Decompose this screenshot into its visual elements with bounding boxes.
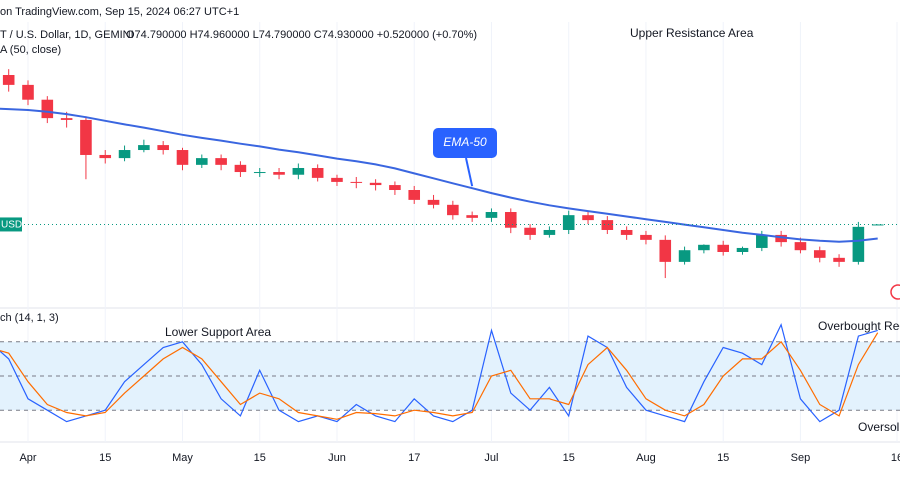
candle-body — [427, 199, 440, 205]
candle-body — [408, 190, 421, 200]
stoch-legend: ch (14, 1, 3) — [0, 312, 59, 324]
candle-body — [852, 226, 865, 262]
x-tick-label: Jul — [484, 452, 498, 464]
ohlc: O74.790000 H74.960000 L74.790000 C74.930… — [126, 29, 477, 41]
candle-body — [620, 229, 633, 235]
candle-body — [138, 145, 150, 151]
x-tick-label: 15 — [99, 452, 111, 464]
candle-body — [60, 118, 73, 120]
candle-body — [253, 172, 266, 174]
candle-body — [504, 212, 517, 228]
candle-body — [157, 145, 169, 151]
candle-body — [41, 99, 54, 119]
x-tick-label: 15 — [717, 452, 729, 464]
support-annotation: Lower Support Area — [165, 325, 271, 339]
candle-body — [292, 167, 305, 175]
line-series — [0, 107, 878, 243]
ema-legend: A (50, close) — [0, 44, 61, 56]
candle-body — [447, 204, 459, 216]
x-tick-label: Sep — [791, 452, 811, 464]
candle-body — [659, 239, 672, 262]
candle-body — [2, 75, 15, 85]
labels: on TradingView.com, Sep 15, 2024 06:27 U… — [0, 6, 900, 464]
candle-body — [813, 250, 826, 258]
overbought-annotation: Overbought Reg — [818, 319, 900, 333]
candle-body — [794, 242, 807, 251]
candle-body — [871, 224, 884, 226]
candle-body — [485, 212, 498, 218]
price-label-box — [0, 217, 22, 232]
candle-body — [215, 158, 227, 165]
callout-text: EMA-50 — [443, 135, 487, 149]
candle-body — [775, 234, 787, 243]
candle-body — [80, 119, 92, 155]
candle-body — [756, 234, 768, 248]
candle-body — [118, 150, 131, 159]
resistance-annotation: Upper Resistance Area — [630, 26, 754, 40]
candle-body — [99, 154, 112, 159]
candle-body — [562, 215, 575, 230]
candle-body — [389, 185, 401, 191]
candle-body — [543, 229, 556, 235]
candle-body — [176, 150, 189, 165]
stoch-band — [0, 341, 900, 411]
candle-body — [698, 244, 710, 251]
candle-body — [311, 167, 324, 178]
candle-body — [833, 257, 845, 262]
x-tick-label: 15 — [254, 452, 266, 464]
x-tick-label: 15 — [563, 452, 575, 464]
line-series — [0, 322, 878, 423]
candle-body — [640, 234, 652, 240]
callout-arrow — [465, 157, 474, 187]
alert-icon[interactable] — [890, 284, 900, 300]
candle-body — [273, 172, 285, 175]
candle-body — [717, 244, 729, 252]
candle-body — [234, 164, 247, 173]
candle-body — [331, 177, 343, 182]
x-tick-label: May — [172, 452, 193, 464]
candle-body — [466, 215, 478, 218]
x-tick-label: 17 — [408, 452, 420, 464]
candle-body — [601, 220, 614, 230]
symbol: T / U.S. Dollar, 1D, GEMINI — [0, 29, 134, 41]
x-tick-label: Apr — [19, 452, 36, 464]
callout-box — [433, 128, 497, 158]
oversold-annotation: Oversol — [858, 420, 899, 434]
line-series — [0, 332, 879, 420]
candle-body — [524, 227, 536, 235]
candle-body — [678, 250, 691, 262]
source-line: on TradingView.com, Sep 15, 2024 06:27 U… — [0, 6, 239, 18]
candle-body — [369, 182, 382, 186]
candle-body — [350, 181, 363, 183]
x-tick-label: Jun — [328, 452, 346, 464]
x-tick-label: Aug — [636, 452, 656, 464]
price-label: USD — [1, 220, 22, 231]
candle-body — [736, 247, 749, 252]
candle-body — [582, 215, 594, 221]
candle-body — [22, 84, 34, 100]
x-tick-label: 16 — [891, 452, 900, 464]
marks — [0, 69, 900, 423]
candle-body — [196, 158, 208, 165]
